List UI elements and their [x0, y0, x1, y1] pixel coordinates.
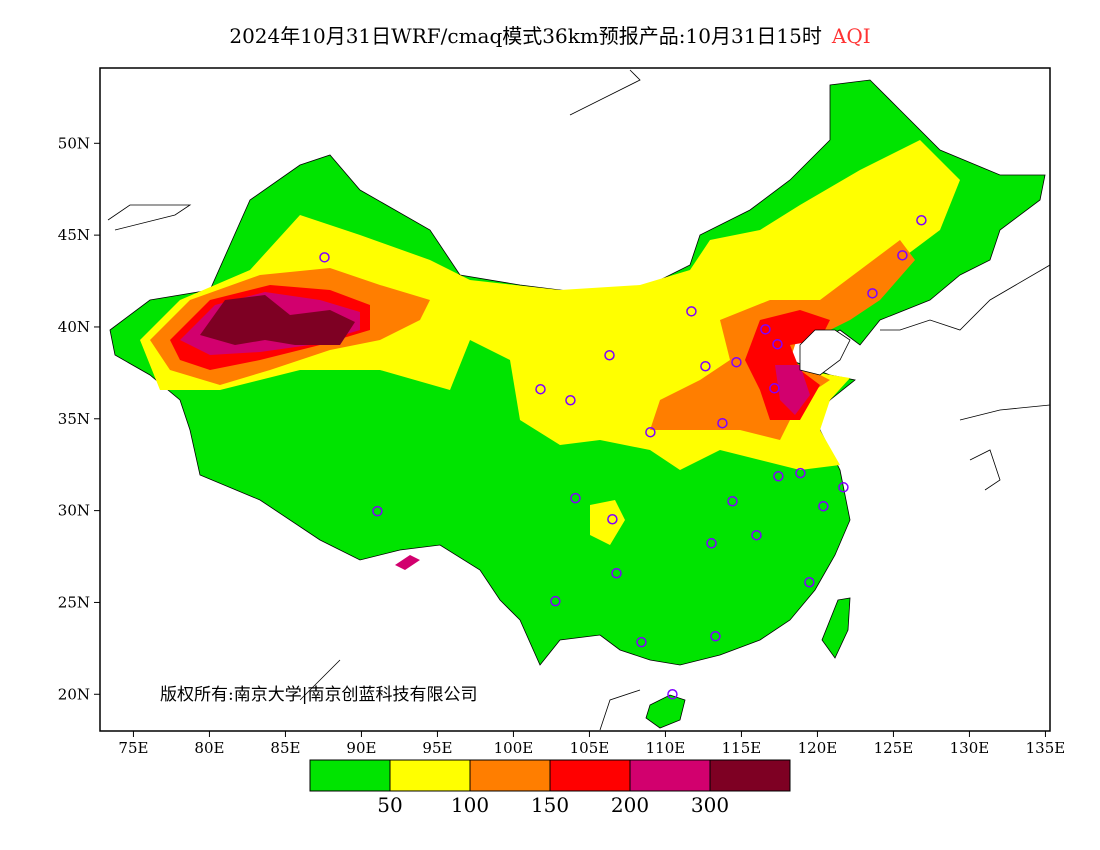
- map-title: 2024年10月31日WRF/cmaq模式36km预报产品:10月31日15时 A…: [0, 20, 1100, 49]
- lon-tick-label: 105E: [570, 739, 610, 757]
- taiwan-island: [821, 597, 851, 659]
- title-variable: AQI: [831, 24, 871, 48]
- station-marker: [916, 215, 927, 226]
- colorbar: [309, 759, 791, 792]
- colorbar-swatch: [389, 759, 471, 792]
- lon-tick-label: 80E: [194, 739, 224, 757]
- region-moderate-sichuan: [590, 500, 625, 545]
- lat-tick-label: 50N: [58, 134, 90, 152]
- station-marker: [727, 495, 738, 507]
- hainan-island: [645, 694, 686, 729]
- lon-tick-label: 130E: [950, 739, 990, 757]
- lon-tick-label: 85E: [270, 739, 300, 757]
- lon-tick-label: 90E: [346, 739, 376, 757]
- station-marker: [773, 471, 784, 482]
- station-marker: [645, 426, 656, 438]
- coastline: [969, 449, 1001, 491]
- monitoring-stations: [319, 215, 927, 700]
- colorbar-swatch: [629, 759, 711, 792]
- lat-tick-label: 25N: [58, 593, 90, 611]
- region-very-unhealthy-east: [775, 365, 810, 415]
- station-marker: [636, 636, 647, 648]
- station-marker: [897, 250, 908, 261]
- coastline: [959, 404, 1050, 421]
- station-marker: [667, 689, 678, 700]
- colorbar-swatch: [549, 759, 631, 792]
- station-marker: [706, 538, 717, 549]
- copyright-notice: 版权所有:南京大学|南京创蓝科技有限公司: [160, 685, 478, 705]
- colorbar-label: 50: [377, 793, 403, 817]
- station-marker: [319, 252, 330, 263]
- lon-tick-label: 100E: [494, 739, 534, 757]
- lon-tick-label: 120E: [798, 739, 838, 757]
- station-marker: [818, 500, 829, 512]
- colorbar-label: 150: [530, 793, 570, 817]
- station-marker: [700, 361, 711, 372]
- coastline: [599, 689, 641, 731]
- colorbar-swatch: [709, 759, 791, 792]
- lon-tick-label: 95E: [422, 739, 452, 757]
- station-marker: [772, 338, 783, 350]
- station-marker: [611, 567, 622, 579]
- station-marker: [550, 595, 561, 607]
- region-hazardous: [200, 295, 355, 345]
- station-marker: [717, 417, 728, 429]
- colorbar-swatch: [309, 759, 391, 792]
- colorbar-label: 100: [450, 793, 490, 817]
- lon-tick-label: 135E: [1026, 739, 1066, 757]
- region-very-unhealthy-tibet: [395, 555, 420, 570]
- station-marker: [769, 383, 780, 394]
- bohai-sea: [799, 329, 851, 376]
- station-marker: [804, 576, 815, 588]
- station-marker: [372, 505, 383, 517]
- lat-tick-label: 20N: [58, 685, 90, 703]
- lat-tick-label: 35N: [58, 410, 90, 428]
- map-frame: [99, 67, 1051, 732]
- station-marker: [710, 630, 721, 642]
- station-marker: [604, 349, 615, 361]
- station-marker: [838, 482, 849, 493]
- station-marker: [535, 383, 546, 395]
- coastline: [299, 659, 341, 701]
- lon-tick-label: 110E: [646, 739, 686, 757]
- lon-tick-label: 125E: [874, 739, 914, 757]
- station-marker: [867, 288, 878, 299]
- colorbar-swatch: [469, 759, 551, 792]
- station-marker: [565, 394, 576, 406]
- lat-tick-label: 40N: [58, 318, 90, 336]
- coastline: [569, 69, 641, 116]
- lat-tick-label: 45N: [58, 226, 90, 244]
- station-marker: [751, 529, 762, 541]
- station-marker: [570, 492, 581, 504]
- colorbar-label: 300: [690, 793, 730, 817]
- coastline: [880, 264, 1050, 331]
- station-marker: [686, 306, 697, 317]
- lon-tick-label: 115E: [722, 739, 762, 757]
- lon-tick-label: 75E: [118, 739, 148, 757]
- axis-ticks: 75E 80E 85E 90E 95E 100E 105E 110E 115E 120E 125E 1…: [58, 134, 1065, 757]
- coastline: [107, 204, 192, 231]
- station-marker: [795, 467, 806, 479]
- lat-tick-label: 30N: [58, 502, 90, 520]
- title-main: 2024年10月31日WRF/cmaq模式36km预报产品:10月31日15时: [229, 24, 822, 48]
- colorbar-label: 200: [610, 793, 650, 817]
- station-marker: [760, 324, 771, 335]
- station-marker: [607, 513, 618, 525]
- station-marker: [731, 356, 742, 368]
